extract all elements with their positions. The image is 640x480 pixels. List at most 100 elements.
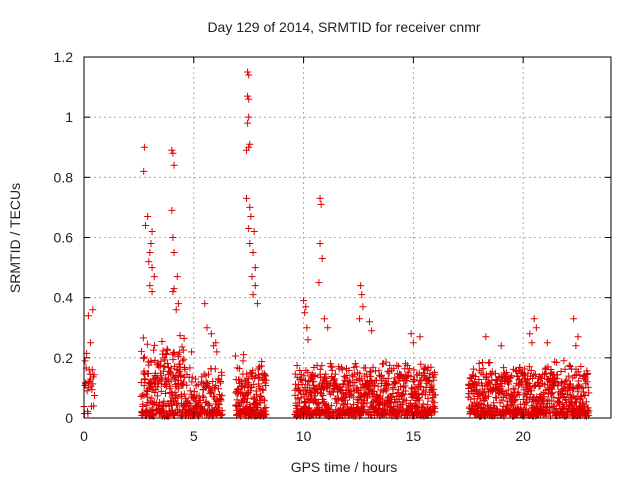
data-point [402,397,410,405]
data-point [402,387,410,395]
data-point [218,371,226,379]
data-point [261,407,269,415]
data-point [495,388,503,396]
data-point [403,377,411,385]
data-point [183,381,191,389]
data-point [424,395,432,403]
data-point [568,399,576,407]
data-point [480,405,488,413]
data-point [88,386,96,394]
data-point [296,367,304,375]
data-point [148,394,156,402]
data-point [572,342,580,350]
data-point [491,369,499,377]
data-point [320,315,328,323]
data-point [245,113,253,121]
data-point [250,227,258,235]
data-point [318,362,326,370]
data-point [259,395,267,403]
data-point [301,309,309,317]
data-point [85,378,93,386]
data-point [389,384,397,392]
data-point [526,383,534,391]
data-point [179,357,187,365]
data-point [166,384,174,392]
data-point [369,363,377,371]
data-point [584,383,592,391]
data-point [316,240,324,248]
data-point [470,395,478,403]
data-point [244,92,252,100]
data-point [430,399,438,407]
data-point [368,377,376,385]
data-point [409,339,417,347]
y-tick-label: 0.4 [54,290,74,306]
data-point [479,359,486,367]
data-point [577,363,585,371]
data-points [80,68,593,420]
x-tick-label: 5 [190,428,198,444]
x-tick-label: 0 [80,428,88,444]
data-point [315,279,323,287]
data-point [181,365,189,373]
data-point [304,336,312,344]
data-point [169,234,177,241]
data-point [563,390,571,398]
data-point [241,384,249,392]
data-point [340,380,348,388]
data-point [563,376,571,384]
data-point [471,372,479,380]
data-point [365,318,373,326]
data-point [581,391,589,399]
data-point [244,119,252,127]
data-point [511,385,519,393]
data-point [486,358,494,366]
data-point [143,340,151,348]
data-point [149,406,157,414]
data-point [565,361,573,369]
data-point [552,405,560,413]
data-point [90,371,98,379]
data-point [407,330,415,338]
data-point [257,399,265,407]
data-point [168,206,176,214]
data-point [483,373,491,381]
data-point [261,371,269,379]
data-point [91,392,99,400]
data-point [497,342,505,350]
data-point [510,397,518,405]
data-point [538,374,546,382]
data-point [574,333,582,341]
data-point [351,360,359,368]
data-point [327,402,335,410]
data-point [548,389,556,397]
data-point [479,365,487,373]
data-point [262,372,270,380]
data-point [242,194,250,202]
data-point [584,369,592,377]
data-point [144,387,152,395]
data-point [503,369,511,377]
data-point [357,396,365,404]
data-point [512,396,520,404]
data-point [179,378,187,386]
data-point [530,371,538,379]
data-point [252,402,260,410]
data-point [162,374,170,382]
data-point [147,240,155,248]
data-point [200,393,208,401]
data-point [144,212,152,220]
data-point [328,366,336,374]
data-point [140,353,148,361]
data-point [139,334,147,342]
data-point [154,383,162,391]
data-point [293,362,301,370]
data-point [161,381,169,389]
data-point [356,315,364,323]
y-tick-label: 0 [65,410,73,426]
data-point [161,356,169,364]
data-point [162,389,170,397]
data-point [332,412,340,420]
data-point [569,385,577,393]
